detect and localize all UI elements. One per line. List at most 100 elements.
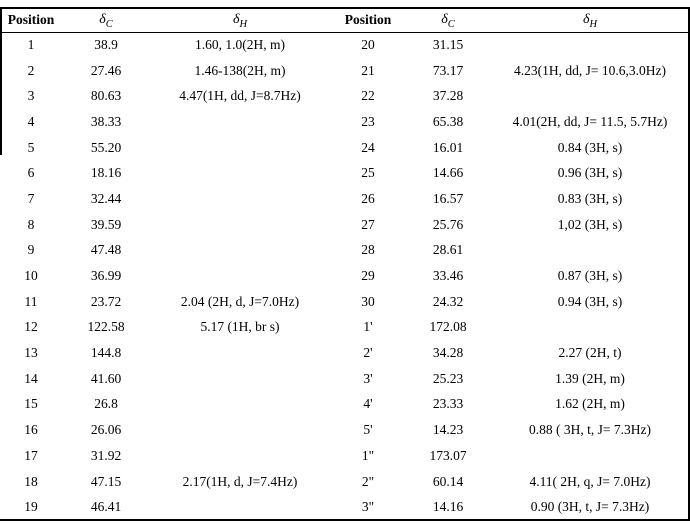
cell-position: 24 xyxy=(361,139,375,155)
cell-delta-c: 26.8 xyxy=(94,396,118,412)
cell-position: 6 xyxy=(27,165,35,181)
table-row: 8 39.59 27 25.76 1,02 (3H, s) xyxy=(0,212,690,238)
cell-delta-c: 47.48 xyxy=(90,242,122,258)
cell-delta-h: 0.90 (3H, t, J= 7.3Hz) xyxy=(530,498,650,514)
cell-position: 27 xyxy=(361,216,375,232)
table-row: 7 32.44 26 16.57 0.83 (3H, s) xyxy=(0,186,690,212)
table-row: 14 41.60 3' 25.23 1.39 (2H, m) xyxy=(0,366,690,392)
cell-delta-h: 4.23(1H, dd, J= 10.6,3.0Hz) xyxy=(514,62,666,78)
cell-delta-h xyxy=(150,340,330,366)
cell-delta-h: 2.17(1H, d, J=7.4Hz) xyxy=(182,473,298,489)
table-row: 11 23.72 2.04 (2H, d, J=7.0Hz) 30 24.32 0.94 … xyxy=(0,289,690,315)
cell-delta-h: 0.94 (3H, s) xyxy=(557,293,623,309)
cell-delta-h: 1,02 (3H, s) xyxy=(557,216,623,232)
table-row: 16 26.06 5' 14.23 0.88 ( 3H, t, J= 7.3Hz) xyxy=(0,417,690,443)
cell-position: 12 xyxy=(24,319,38,335)
table-row: 19 46.41 3" 14.16 0.90 (3H, t, J= 7.3Hz) xyxy=(0,494,690,520)
cell-position: 1" xyxy=(361,447,375,463)
cell-delta-h: 1.46-138(2H, m) xyxy=(194,62,286,78)
cell-position: 29 xyxy=(361,268,375,284)
cell-position: 14 xyxy=(24,370,38,386)
cell-delta-c: 39.59 xyxy=(90,216,122,232)
cell-delta-c: 73.17 xyxy=(432,62,464,78)
nmr-assignment-table: Position δC δH Position δC δH 1 38.9 1.60,… xyxy=(0,7,690,522)
table-row: 3 80.63 4.47(1H, dd, J=8.7Hz) 22 37.28 xyxy=(0,83,690,109)
col-header-delta-h-left: δH xyxy=(150,8,330,33)
cell-position: 25 xyxy=(361,165,375,181)
cell-delta-c: 36.99 xyxy=(90,268,122,284)
cell-delta-h: 1.62 (2H, m) xyxy=(555,396,625,412)
cell-delta-c: 32.44 xyxy=(90,190,122,206)
cell-position: 4' xyxy=(363,396,373,412)
cell-delta-h xyxy=(150,392,330,418)
cell-position: 28 xyxy=(361,242,375,258)
cell-delta-c: 23.33 xyxy=(432,396,464,412)
cell-delta-c: 80.63 xyxy=(90,88,122,104)
cell-delta-c: 38.9 xyxy=(94,37,118,53)
col-header-delta-h-right: δH xyxy=(490,8,690,33)
cell-delta-h: 4.11( 2H, q, J= 7.0Hz) xyxy=(529,473,651,489)
cell-delta-c: 23.72 xyxy=(90,293,122,309)
cell-delta-h xyxy=(150,417,330,443)
cell-delta-c: 16.01 xyxy=(432,139,464,155)
cell-delta-c: 122.58 xyxy=(87,319,125,335)
col-header-delta-c-left: δC xyxy=(62,8,150,33)
cell-delta-h: 1.60, 1.0(2H, m) xyxy=(195,37,285,53)
cell-position: 15 xyxy=(24,396,38,412)
cell-position: 7 xyxy=(27,190,35,206)
cell-position: 21 xyxy=(361,62,375,78)
cell-delta-c: 14.16 xyxy=(432,498,464,514)
cell-delta-c: 25.76 xyxy=(432,216,464,232)
col-header-delta-c-right: δC xyxy=(406,8,490,33)
cell-delta-c: 18.16 xyxy=(90,165,122,181)
cell-position: 2' xyxy=(363,345,373,361)
cell-delta-h: 0.84 (3H, s) xyxy=(557,139,623,155)
cell-position: 3 xyxy=(27,88,35,104)
cell-delta-h: 0.96 (3H, s) xyxy=(557,165,623,181)
cell-delta-h xyxy=(150,160,330,186)
cell-delta-c: 37.28 xyxy=(432,88,464,104)
cell-position: 5 xyxy=(27,139,35,155)
cell-delta-h: 4.01(2H, dd, J= 11.5, 5.7Hz) xyxy=(512,113,668,129)
cell-position: 5' xyxy=(363,422,373,438)
table-row: 12 122.58 5.17 (1H, br s) 1' 172.08 xyxy=(0,315,690,341)
cell-delta-c: 172.08 xyxy=(429,319,467,335)
cell-delta-c: 55.20 xyxy=(90,139,122,155)
cell-delta-h xyxy=(150,238,330,264)
cell-delta-c: 65.38 xyxy=(432,113,464,129)
table-row: 6 18.16 25 14.66 0.96 (3H, s) xyxy=(0,160,690,186)
col-header-position-right: Position xyxy=(330,8,406,33)
cell-delta-c: 173.07 xyxy=(429,447,467,463)
cell-position: 10 xyxy=(24,268,38,284)
cell-delta-h xyxy=(150,366,330,392)
cell-position: 2" xyxy=(361,473,375,489)
cell-delta-h xyxy=(150,109,330,135)
cell-delta-c: 33.46 xyxy=(432,268,464,284)
cell-delta-c: 14.66 xyxy=(432,165,464,181)
cell-position: 3' xyxy=(363,370,373,386)
table-row: 18 47.15 2.17(1H, d, J=7.4Hz) 2" 60.14 4.11( … xyxy=(0,469,690,495)
table-row: 4 38.33 23 65.38 4.01(2H, dd, J= 11.5, 5.7Hz… xyxy=(0,109,690,135)
table-row: 17 31.92 1" 173.07 xyxy=(0,443,690,469)
cell-position: 1' xyxy=(363,319,373,335)
cell-delta-h xyxy=(490,238,690,264)
cell-position: 17 xyxy=(24,447,38,463)
cell-position: 3" xyxy=(361,498,375,514)
cell-delta-c: 31.92 xyxy=(90,447,122,463)
cell-delta-c: 31.15 xyxy=(432,37,464,53)
table-row: 10 36.99 29 33.46 0.87 (3H, s) xyxy=(0,263,690,289)
cell-delta-h: 0.83 (3H, s) xyxy=(557,190,623,206)
cell-position: 9 xyxy=(27,242,35,258)
cell-delta-c: 60.14 xyxy=(432,473,464,489)
cell-delta-h xyxy=(150,263,330,289)
col-header-position-left: Position xyxy=(0,8,62,33)
table-row: 2 27.46 1.46-138(2H, m) 21 73.17 4.23(1H, dd,… xyxy=(0,58,690,84)
cell-delta-c: 25.23 xyxy=(432,370,464,386)
cell-delta-c: 16.57 xyxy=(432,190,464,206)
table-row: 1 38.9 1.60, 1.0(2H, m) 20 31.15 xyxy=(0,32,690,58)
cell-delta-c: 26.06 xyxy=(90,422,122,438)
cell-delta-h: 4.47(1H, dd, J=8.7Hz) xyxy=(179,88,301,104)
cell-delta-c: 14.23 xyxy=(432,422,464,438)
cell-delta-h xyxy=(490,315,690,341)
